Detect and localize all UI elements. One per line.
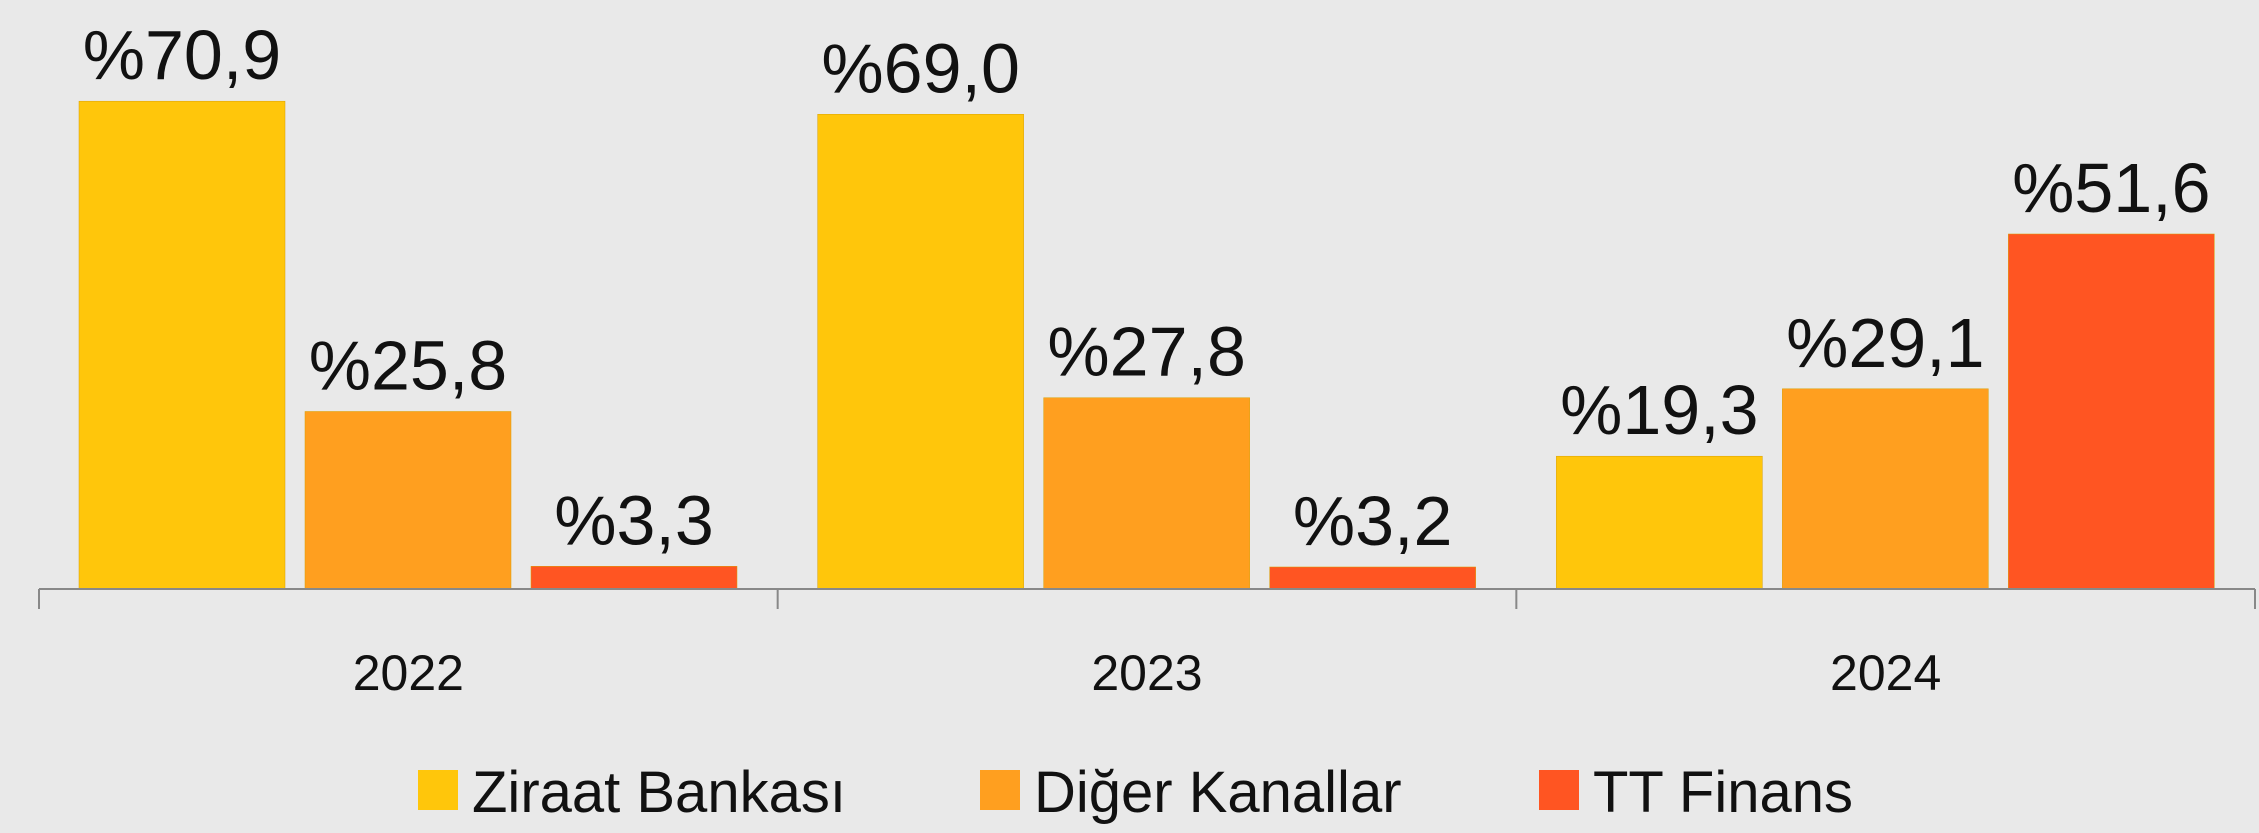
legend-label: TT Finans xyxy=(1593,760,1853,825)
bar xyxy=(2008,233,2215,590)
value-label: %27,8 xyxy=(1047,313,1245,391)
bar xyxy=(1043,397,1250,590)
legend-swatch xyxy=(1539,770,1579,810)
bar xyxy=(78,100,286,590)
bar xyxy=(1269,566,1476,590)
bar xyxy=(1556,455,1763,590)
x-tick-label: 2024 xyxy=(1830,645,1941,701)
legend-swatch xyxy=(418,770,458,810)
x-tick-label: 2023 xyxy=(1091,645,1202,701)
value-label: %51,6 xyxy=(2012,149,2210,227)
value-label: %70,9 xyxy=(83,16,281,94)
value-label: %25,8 xyxy=(309,326,507,404)
bar xyxy=(530,566,738,590)
value-label: %19,3 xyxy=(1560,371,1758,449)
bar xyxy=(1782,388,1989,590)
legend-label: Diğer Kanallar xyxy=(1034,760,1402,825)
value-label: %3,2 xyxy=(1293,482,1453,560)
value-label: %29,1 xyxy=(1786,304,1984,382)
legend-swatch xyxy=(980,770,1020,810)
value-label: %3,3 xyxy=(554,481,714,559)
value-label: %69,0 xyxy=(821,29,1019,107)
bar xyxy=(817,114,1024,590)
legend-label: Ziraat Bankası xyxy=(472,760,846,825)
x-tick-label: 2022 xyxy=(353,645,464,701)
bar xyxy=(304,411,512,590)
